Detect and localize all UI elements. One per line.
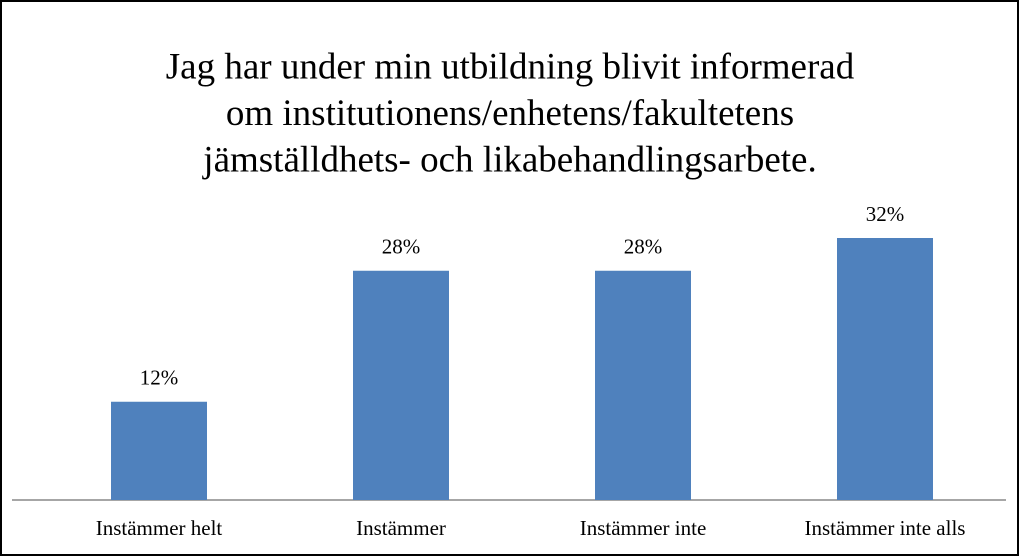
x-tick-label: Instämmer inte	[580, 516, 707, 540]
chart-title: jämställdhets- och likabehandlingsarbete…	[201, 139, 816, 180]
chart-title: om institutionens/enhetens/fakultetens	[226, 93, 794, 134]
data-label: 28%	[382, 235, 421, 259]
chart-title: Jag har under min utbildning blivit info…	[166, 46, 855, 87]
data-label: 28%	[624, 235, 663, 259]
bar	[353, 270, 449, 500]
x-tick-label: Instämmer inte alls	[805, 516, 966, 540]
bar	[595, 270, 691, 500]
x-tick-label: Instämmer	[356, 516, 446, 540]
data-label: 32%	[866, 202, 905, 226]
bar	[837, 238, 933, 500]
x-tick-label: Instämmer helt	[96, 516, 223, 540]
data-label: 12%	[140, 366, 179, 390]
bar	[111, 401, 207, 500]
